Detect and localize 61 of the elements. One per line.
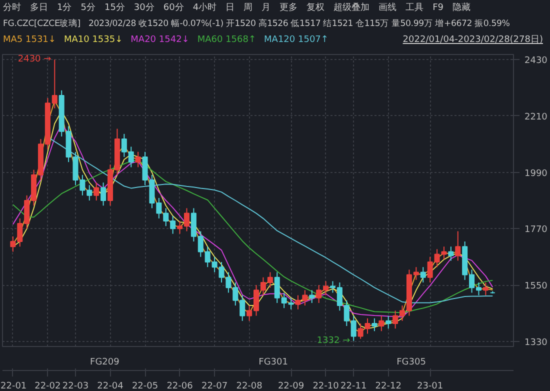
candlestick — [372, 318, 378, 332]
text: 周 — [244, 3, 253, 13]
x-tick-label: 23-01 — [416, 382, 444, 391]
x-tick-label: 22-02 — [34, 382, 61, 391]
x-tick-label: 22-09 — [278, 382, 304, 391]
text: 15分 — [104, 3, 125, 13]
text: 画线 — [378, 3, 397, 13]
text: 1分 — [57, 3, 72, 13]
y-tick-label: 2430 — [524, 56, 548, 66]
text: 工具 — [406, 3, 424, 13]
text: MA10 1535↓ — [64, 35, 123, 45]
chart-title: FG.CZC[CZCE玻璃] — [3, 19, 80, 29]
text: 分时 — [3, 3, 21, 13]
x-tick-label: 22-01 — [0, 382, 27, 391]
text: 日 — [226, 3, 235, 13]
candlestick — [309, 290, 315, 304]
annotation: 1332 → — [316, 336, 351, 346]
x-tick-label: 22-05 — [132, 382, 158, 391]
text: 隐藏 — [452, 3, 470, 13]
text: 多日 — [30, 3, 48, 13]
text: F9 — [432, 3, 444, 13]
x-tick-label: 22-04 — [97, 382, 124, 391]
x-tick-label: 22-07 — [201, 382, 228, 391]
text: FG301 — [258, 358, 288, 368]
text: 60分 — [163, 3, 184, 13]
candlestick — [482, 282, 488, 296]
text: 4小时 — [192, 3, 217, 13]
text: 更多 — [280, 3, 298, 13]
text: 超级叠加 — [334, 3, 370, 13]
text: 复权 — [306, 3, 325, 13]
text: 2022/01/04-2023/02/28(278日) — [402, 34, 543, 47]
text: 月 — [262, 3, 271, 13]
candlestick — [455, 230, 461, 262]
y-tick-label: 1770 — [524, 225, 548, 236]
text: FG305 — [396, 358, 426, 368]
text: MA60 1568↑ — [197, 35, 256, 45]
x-tick-label: 22-06 — [166, 382, 194, 391]
x-tick-label: 22-03 — [62, 382, 89, 391]
x-tick-label: 22-11 — [340, 382, 367, 391]
candlestick — [94, 182, 100, 201]
text: MA120 1507↑ — [264, 35, 328, 45]
candlestick — [135, 151, 141, 168]
candlestick — [378, 315, 384, 332]
text: 5分 — [80, 3, 96, 13]
annotation: 2430 → — [18, 54, 52, 65]
candlestick — [420, 266, 426, 283]
x-tick-label: 22-10 — [312, 382, 340, 391]
chart-subtitle: 2023/02/28 收1520 幅-0.07%(-1) 开1520 高1526 低1517 结1521 仓115万 量50.99万 增+6672 振0.59% — [88, 19, 510, 29]
text: 30分 — [134, 3, 154, 13]
y-tick-label: 1550 — [524, 282, 548, 292]
x-tick-label: 22-12 — [375, 382, 402, 391]
y-tick-label: 1330 — [524, 338, 548, 348]
x-tick-label: 22-08 — [236, 382, 263, 391]
text: MA5 1531↓ — [3, 35, 56, 45]
text: FG209 — [90, 358, 120, 368]
candlestick — [448, 246, 454, 262]
candlestick — [100, 182, 106, 206]
candlestick — [386, 315, 392, 330]
y-tick-label: 2210 — [524, 112, 548, 122]
y-tick-label: 1990 — [524, 168, 548, 179]
text: MA20 1542↓ — [130, 35, 190, 45]
